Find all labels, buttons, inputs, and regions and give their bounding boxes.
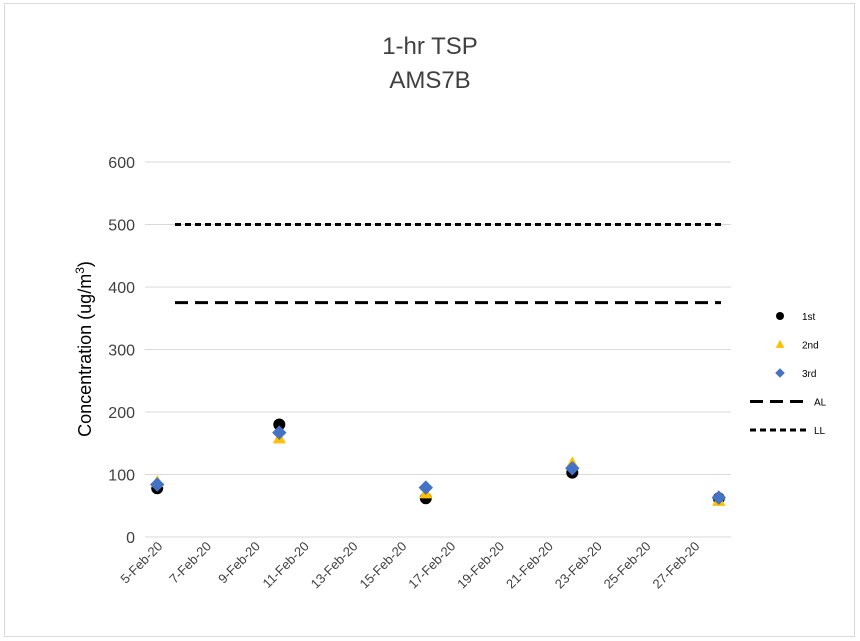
data-point-3rd xyxy=(711,490,726,505)
legend-marker-1st xyxy=(776,312,784,320)
y-tick-label: 200 xyxy=(108,405,135,422)
x-tick-label: 5-Feb-20 xyxy=(117,539,165,587)
data-point-3rd xyxy=(418,480,433,495)
data-point-3rd xyxy=(565,461,580,476)
chart-title: 1-hr TSP xyxy=(382,33,478,60)
gridlines xyxy=(145,161,731,538)
x-tick-label: 19-Feb-20 xyxy=(454,539,507,592)
legend-label-ll: LL xyxy=(814,426,826,437)
data-point-1st xyxy=(273,418,286,431)
y-tick-label: 300 xyxy=(108,343,135,360)
legend-label-3rd: 3rd xyxy=(802,369,816,380)
x-tick-label: 7-Feb-20 xyxy=(166,539,214,587)
legend-label-1st: 1st xyxy=(802,312,816,323)
data-point-3rd xyxy=(272,425,287,440)
data-points xyxy=(150,418,726,506)
chart-subtitle: AMS7B xyxy=(389,67,470,94)
y-tick-label: 600 xyxy=(108,155,135,172)
y-ticks: 0 100 200 300 400 500 600 xyxy=(108,155,135,547)
y-axis-label: Concentration (ug/m3) xyxy=(73,261,95,437)
x-tick-label: 21-Feb-20 xyxy=(503,539,556,592)
legend-label-2nd: 2nd xyxy=(802,341,819,352)
y-tick-label: 100 xyxy=(108,468,135,485)
x-tick-label: 13-Feb-20 xyxy=(308,539,361,592)
y-tick-label: 500 xyxy=(108,218,135,235)
x-tick-label: 17-Feb-20 xyxy=(405,539,458,592)
reference-lines xyxy=(175,223,721,305)
y-tick-label: 0 xyxy=(126,530,135,547)
legend-marker-3rd xyxy=(775,368,785,378)
y-axis-label-tail: ) xyxy=(75,261,95,267)
x-ticks: 5-Feb-20 7-Feb-20 9-Feb-2011-Feb-2013-Feb-… xyxy=(117,539,702,592)
legend-marker-2nd xyxy=(775,339,785,348)
x-tick-label: 25-Feb-20 xyxy=(601,539,654,592)
legend: 1st 2nd 3rd AL LL xyxy=(750,312,827,437)
y-axis-label-sup: 3 xyxy=(73,267,87,274)
chart-frame xyxy=(4,3,855,637)
x-tick-label: 15-Feb-20 xyxy=(356,539,409,592)
y-axis-label-main: Concentration (ug/m xyxy=(75,274,95,437)
x-tick-label: 23-Feb-20 xyxy=(552,539,605,592)
x-tick-label: 11-Feb-20 xyxy=(259,539,311,591)
y-tick-label: 400 xyxy=(108,280,135,297)
x-tick-label: 9-Feb-20 xyxy=(215,539,263,587)
legend-label-al: AL xyxy=(814,398,827,409)
x-tick-label: 27-Feb-20 xyxy=(649,539,702,592)
data-point-3rd xyxy=(150,477,165,492)
